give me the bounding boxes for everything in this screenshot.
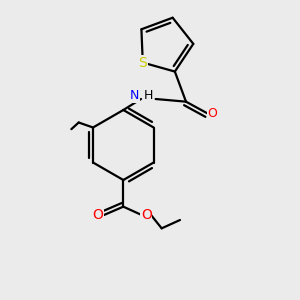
Text: O: O: [93, 208, 104, 222]
Text: O: O: [208, 107, 218, 120]
Text: H: H: [144, 89, 153, 102]
Text: O: O: [141, 208, 152, 222]
Text: S: S: [138, 56, 147, 70]
Text: N: N: [130, 89, 139, 102]
